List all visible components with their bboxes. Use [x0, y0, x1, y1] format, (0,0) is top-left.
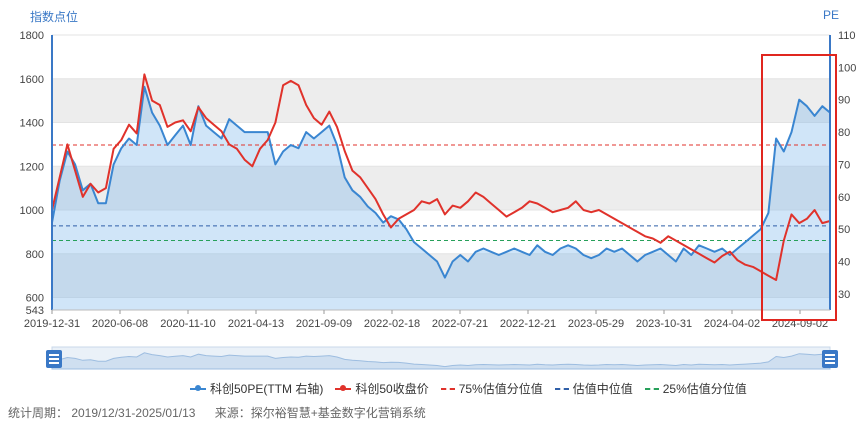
legend-label: 科创50PE(TTM 右轴): [210, 382, 324, 396]
grid-band: [52, 78, 830, 123]
legend-label: 25%估值分位值: [662, 382, 747, 396]
left-tick-label: 1400: [20, 118, 44, 130]
x-tick-label: 2024-04-02: [704, 318, 760, 330]
range-slider-right-handle[interactable]: [822, 350, 838, 368]
legend-marker: [554, 387, 569, 390]
left-tick-label: 1600: [20, 74, 44, 86]
x-tick-label: 2020-11-10: [160, 318, 215, 330]
x-tick-label: 2019-12-31: [24, 318, 80, 330]
legend-item-ref-2[interactable]: 25%估值分位值: [644, 380, 747, 397]
range-slider-preview: [51, 352, 831, 370]
x-tick-label: 2023-05-29: [568, 318, 624, 330]
series-line-1: [51, 73, 831, 281]
left-tick-label: 1000: [20, 205, 44, 217]
range-slider-left-handle[interactable]: [46, 350, 62, 368]
right-tick-label: 100: [838, 62, 856, 74]
left-tick-label: 1800: [20, 30, 44, 42]
series-line-0: [51, 85, 831, 279]
right-axis-title: PE: [823, 8, 840, 22]
right-tick-label: 80: [838, 127, 850, 139]
grid-band: [52, 253, 830, 298]
left-tick-label: 800: [26, 249, 44, 261]
footer: 统计周期： 2019/12/31-2025/01/13 来源：探尔裕智慧+基金数…: [8, 404, 442, 421]
highlight-box: [761, 54, 837, 321]
legend-label: 科创50收盘价: [355, 382, 429, 396]
legend-item-ref-1[interactable]: 估值中位值: [554, 380, 633, 397]
legend-item-1[interactable]: 科创50收盘价: [335, 380, 429, 397]
footer-period: 统计周期： 2019/12/31-2025/01/13: [8, 406, 196, 420]
right-tick-label: 110: [838, 30, 856, 42]
x-tick-label: 2022-07-21: [432, 318, 488, 330]
right-tick-label: 30: [838, 289, 850, 301]
legend-item-ref-0[interactable]: 75%估值分位值: [440, 380, 543, 397]
right-tick-label: 70: [838, 159, 850, 171]
legend-label: 估值中位值: [572, 382, 633, 396]
right-tick-label: 40: [838, 256, 850, 268]
x-tick-label: 2020-06-08: [92, 318, 148, 330]
legend-label: 75%估值分位值: [458, 382, 543, 396]
legend-marker: [335, 384, 352, 391]
left-tick-label: 1200: [20, 161, 44, 173]
x-tick-label: 2021-04-13: [228, 318, 284, 330]
x-tick-label: 2021-09-09: [296, 318, 352, 330]
legend: 科创50PE(TTM 右轴) 科创50收盘价 75%估值分位值 估值中位值 25%估值分…: [190, 380, 747, 397]
footer-source: 来源：探尔裕智慧+基金数字化营销系统: [214, 406, 426, 420]
legend-marker: [190, 384, 206, 391]
right-tick-label: 50: [838, 224, 850, 236]
x-tick-label: 2023-10-31: [636, 318, 692, 330]
left-axis-title: 指数点位: [30, 10, 79, 24]
right-tick-label: 60: [838, 192, 850, 204]
legend-marker: [644, 387, 659, 390]
grid-band: [52, 166, 830, 211]
right-tick-label: 90: [838, 95, 850, 107]
legend-item-0[interactable]: 科创50PE(TTM 右轴): [190, 380, 323, 397]
x-tick-label: 2022-12-21: [500, 318, 556, 330]
x-tick-label: 2022-02-18: [364, 318, 420, 330]
legend-marker: [440, 387, 455, 390]
left-tick-label: 543: [26, 305, 44, 317]
left-tick-label: 600: [26, 293, 44, 305]
pe-area-fill: [52, 86, 830, 310]
